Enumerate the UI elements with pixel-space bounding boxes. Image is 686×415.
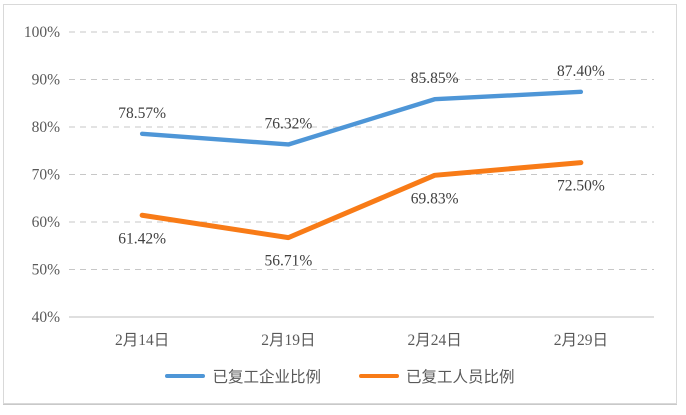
data-label: 56.71%	[264, 253, 312, 270]
y-tick-label: 90%	[32, 72, 61, 89]
y-tick-label: 50%	[32, 262, 61, 279]
data-label: 78.57%	[118, 105, 166, 122]
series-line-0	[139, 89, 584, 147]
line-chart: 40% 50% 60% 70% 80% 90% 100% 2月14日 2月19日 2月24日 2月2…	[24, 24, 654, 349]
legend-item-0: 已复工企业比例	[165, 365, 321, 387]
y-axis-tick-labels: 40% 50% 60% 70% 80% 90% 100%	[24, 24, 60, 326]
x-tick-label: 2月19日	[261, 332, 315, 349]
y-tick-label: 100%	[24, 24, 60, 41]
x-tick-label: 2月24日	[407, 332, 461, 349]
x-tick-label: 2月14日	[115, 332, 169, 349]
legend-line-swatch	[359, 373, 399, 379]
x-tick-label: 2月29日	[554, 332, 608, 349]
legend-label: 已复工人员比例	[406, 369, 515, 386]
y-tick-label: 80%	[32, 119, 61, 136]
chart-legend: 已复工企业比例 已复工人员比例	[4, 365, 676, 387]
data-label: 69.83%	[411, 190, 459, 207]
legend-label: 已复工企业比例	[212, 369, 321, 386]
series-line-1	[139, 160, 584, 241]
y-tick-label: 60%	[32, 214, 61, 231]
series-1-data-labels: 61.42% 56.71% 69.83% 72.50%	[118, 178, 605, 270]
legend-line-swatch	[165, 373, 206, 379]
x-axis-tick-labels: 2月14日 2月19日 2月24日 2月29日	[115, 332, 608, 349]
data-label: 72.50%	[557, 178, 605, 195]
y-tick-label: 70%	[32, 167, 61, 184]
data-label: 61.42%	[118, 230, 166, 247]
chart-frame: 40% 50% 60% 70% 80% 90% 100% 2月14日 2月19日 2月24日 2月2…	[3, 4, 677, 404]
data-label: 85.85%	[411, 70, 459, 87]
series-0-data-labels: 78.57% 76.32% 85.85% 87.40%	[118, 63, 605, 133]
data-label: 87.40%	[557, 63, 605, 80]
legend-item-1: 已复工人员比例	[359, 365, 515, 387]
gridlines	[69, 31, 654, 318]
data-label: 76.32%	[264, 115, 312, 132]
y-tick-label: 40%	[32, 309, 61, 326]
